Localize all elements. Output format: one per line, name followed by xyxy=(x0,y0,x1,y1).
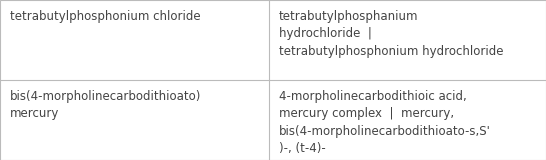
Text: 4-morpholinecarbodithioic acid,
mercury complex  |  mercury,
bis(4-morpholinecar: 4-morpholinecarbodithioic acid, mercury … xyxy=(279,90,491,155)
Text: tetrabutylphosphanium
hydrochloride  |
tetrabutylphosphonium hydrochloride: tetrabutylphosphanium hydrochloride | te… xyxy=(279,10,503,58)
Text: bis(4-morpholinecarbodithioato)
mercury: bis(4-morpholinecarbodithioato) mercury xyxy=(10,90,201,120)
Text: tetrabutylphosphonium chloride: tetrabutylphosphonium chloride xyxy=(10,10,200,23)
